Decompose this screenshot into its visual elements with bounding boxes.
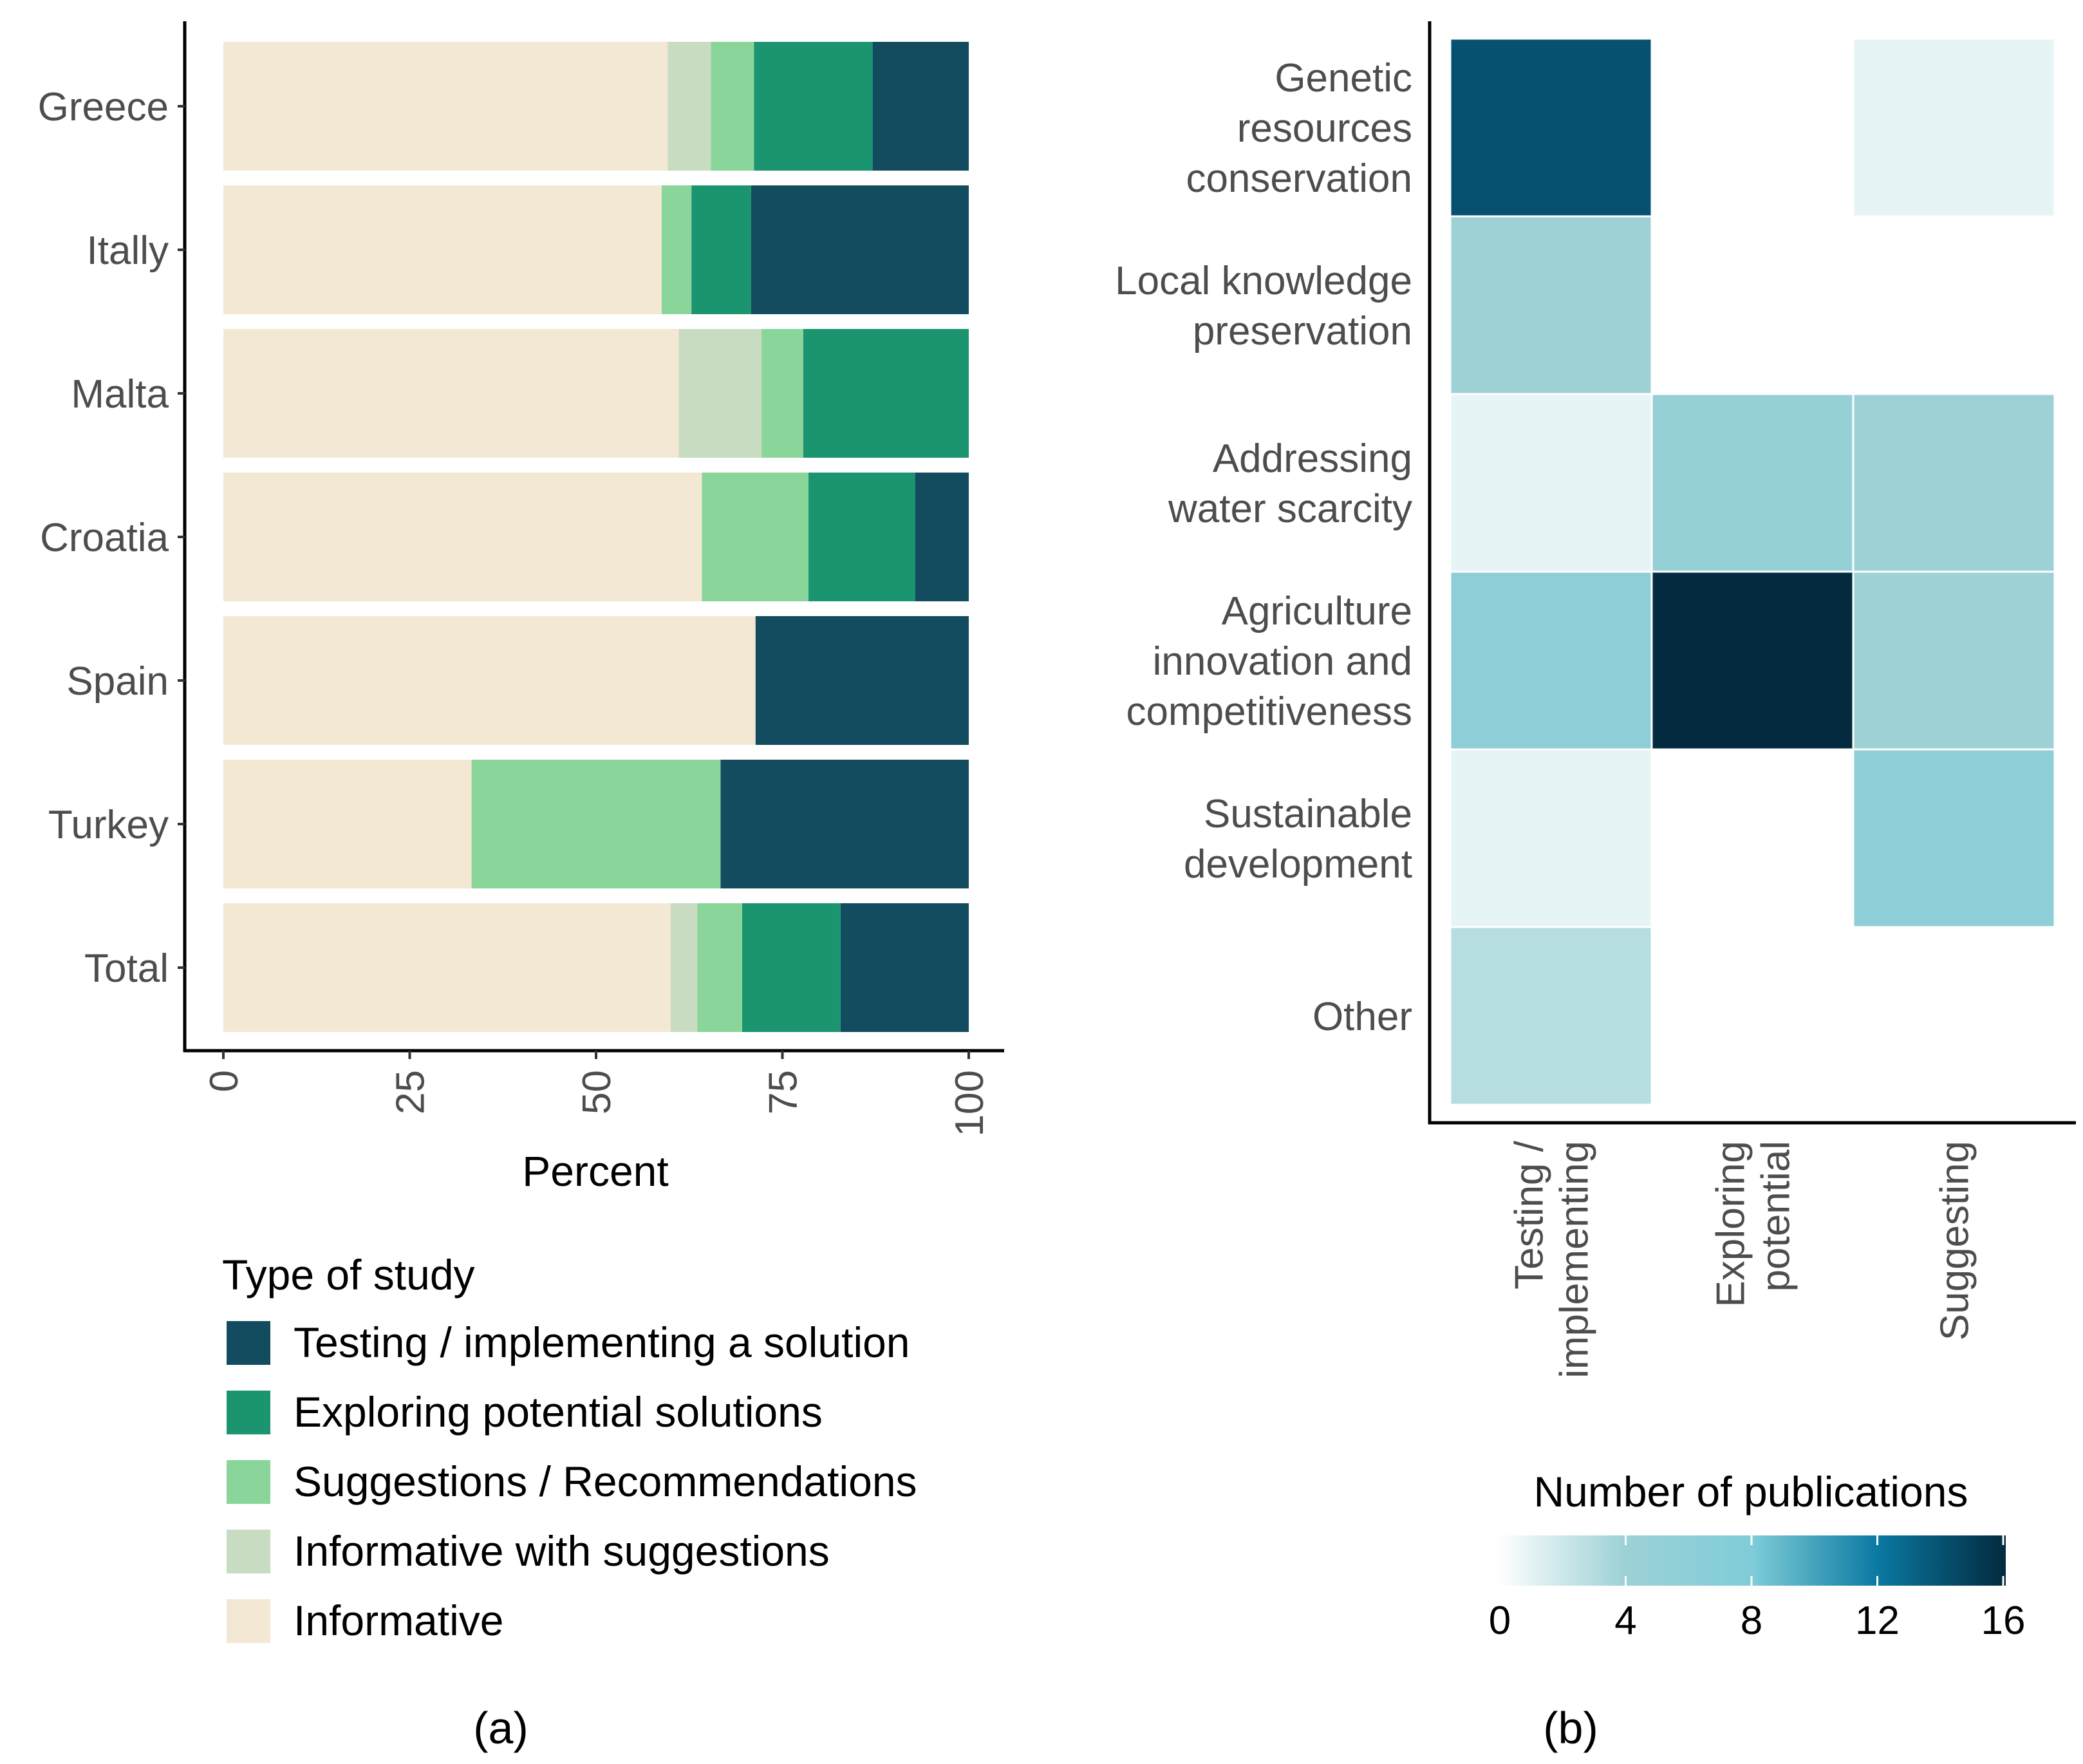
x-tick-label: 100 xyxy=(948,1070,992,1136)
bar-stack-area xyxy=(223,42,969,1032)
bar-total-4 xyxy=(840,903,969,1032)
heatmap-column-label: Testing / xyxy=(1508,1140,1552,1290)
heatmap-column-labels: Testing / implementing Exploring potential S… xyxy=(1508,1140,1977,1378)
heatmap-row-label: Addressing water scarcity xyxy=(1168,436,1412,531)
legend-label: Exploring potential solutions xyxy=(294,1388,823,1436)
legend-swatch xyxy=(227,1530,270,1573)
bar-greece-0 xyxy=(223,42,668,171)
legend-swatch xyxy=(227,1599,270,1643)
bar-turkey-4 xyxy=(720,760,969,888)
legend-swatch xyxy=(227,1321,270,1365)
bar-total-3 xyxy=(742,903,841,1032)
panel-label-a: (a) xyxy=(473,1703,528,1753)
colorbar-tick-label: 0 xyxy=(1489,1599,1511,1643)
bar-total-2 xyxy=(697,903,742,1032)
heatmap-cell xyxy=(1449,393,1653,573)
heatmap-cell xyxy=(1449,570,1653,751)
heatmap-cells xyxy=(1449,37,2056,1106)
heatmap-cell xyxy=(1852,570,2056,751)
legend-label: Suggestions / Recommendations xyxy=(294,1458,917,1505)
heatmap-column-label: potential xyxy=(1754,1141,1798,1291)
legend-label: Testing / implementing a solution xyxy=(294,1318,910,1366)
bar-itally-3 xyxy=(691,185,751,314)
legend-items: Testing / implementing a solution Explori… xyxy=(227,1318,917,1644)
x-axis-title: Percent xyxy=(522,1147,668,1195)
heatmap-cell xyxy=(1650,393,1854,573)
heatmap-cell xyxy=(1449,215,1653,395)
bar-malta-0 xyxy=(223,329,679,458)
bar-croatia-2 xyxy=(702,473,809,601)
bar-itally-2 xyxy=(661,185,692,314)
y-tick-label: Malta xyxy=(71,372,169,417)
y-tick-label: Croatia xyxy=(40,516,169,560)
heatmap-column-label: Suggesting xyxy=(1933,1141,1977,1340)
x-tick-label: 50 xyxy=(575,1070,619,1114)
heatmap-column-label: Exploring xyxy=(1709,1141,1753,1307)
x-tick-labels: 0 25 50 75 100 xyxy=(202,1051,992,1136)
bar-total-1 xyxy=(670,903,698,1032)
legend-swatch xyxy=(227,1391,270,1434)
bar-spain-0 xyxy=(223,616,756,745)
legend-label: Informative xyxy=(294,1597,503,1644)
legend-label: Informative with suggestions xyxy=(294,1527,830,1575)
heatmap-row-label: Agriculture innovation and competitiveness xyxy=(1126,589,1412,734)
bar-itally-0 xyxy=(223,185,662,314)
legend: Type of study Testing / implementing a s… xyxy=(222,1251,917,1644)
legend-title: Type of study xyxy=(222,1251,475,1299)
heatmap-row-label: Local knowledge preservation xyxy=(1115,259,1412,353)
bar-croatia-0 xyxy=(223,473,702,601)
panel-a-bar-chart: Greece Itally Malta Croatia Spain Turkey Total… xyxy=(38,21,1004,1753)
colorbar-ticks: 0 4 8 12 16 xyxy=(1489,1535,2026,1643)
x-tick-label: 0 xyxy=(202,1070,247,1092)
x-tick-label: 75 xyxy=(761,1070,806,1114)
bar-croatia-4 xyxy=(915,473,969,601)
bar-malta-2 xyxy=(761,329,803,458)
bar-turkey-0 xyxy=(223,760,472,888)
heatmap-cell xyxy=(1449,748,1653,928)
colorbar-tick-label: 4 xyxy=(1614,1599,1636,1643)
bar-spain-4 xyxy=(755,616,969,745)
heatmap-cell xyxy=(1852,748,2056,928)
bar-total-0 xyxy=(223,903,671,1032)
heatmap-row-label: Sustainable development xyxy=(1184,792,1412,887)
y-tick-label: Greece xyxy=(38,85,169,129)
heatmap-cell xyxy=(1650,570,1854,751)
heatmap-row-label: Other xyxy=(1312,995,1412,1039)
heatmap-cell xyxy=(1852,393,2056,573)
colorbar-title: Number of publications xyxy=(1533,1468,1968,1515)
colorbar-tick-label: 8 xyxy=(1741,1599,1762,1643)
bar-malta-3 xyxy=(803,329,969,458)
heatmap-row-labels: Genetic resources conservation Local knowle… xyxy=(1115,56,1412,1039)
colorbar-tick-label: 12 xyxy=(1855,1599,1900,1643)
bar-greece-3 xyxy=(754,42,873,171)
y-tick-labels: Greece Itally Malta Croatia Spain Turkey Total xyxy=(38,85,185,991)
colorbar-tick-label: 16 xyxy=(1981,1599,2026,1643)
heatmap-column-label: implementing xyxy=(1553,1141,1597,1378)
panel-b-heatmap: Genetic resources conservation Local knowle… xyxy=(1115,21,2076,1753)
legend-swatch xyxy=(227,1460,270,1504)
heatmap-cell xyxy=(1852,37,2056,218)
y-tick-label: Turkey xyxy=(48,803,169,847)
y-tick-label: Itally xyxy=(87,229,169,273)
bar-malta-1 xyxy=(678,329,762,458)
x-tick-label: 25 xyxy=(389,1070,433,1114)
bar-itally-4 xyxy=(751,185,969,314)
y-tick-label: Spain xyxy=(66,659,169,704)
y-tick-label: Total xyxy=(84,946,169,991)
bar-croatia-3 xyxy=(808,473,915,601)
bar-greece-2 xyxy=(711,42,754,171)
bar-turkey-2 xyxy=(471,760,721,888)
bar-greece-4 xyxy=(872,42,969,171)
panel-label-b: (b) xyxy=(1543,1703,1598,1753)
heatmap-row-label: Genetic resources conservation xyxy=(1186,56,1412,201)
heatmap-cell xyxy=(1449,37,1653,218)
bar-greece-1 xyxy=(668,42,711,171)
colorbar: Number of publications 0 4 8 12 16 xyxy=(1489,1468,2026,1643)
heatmap-cell xyxy=(1449,926,1653,1106)
